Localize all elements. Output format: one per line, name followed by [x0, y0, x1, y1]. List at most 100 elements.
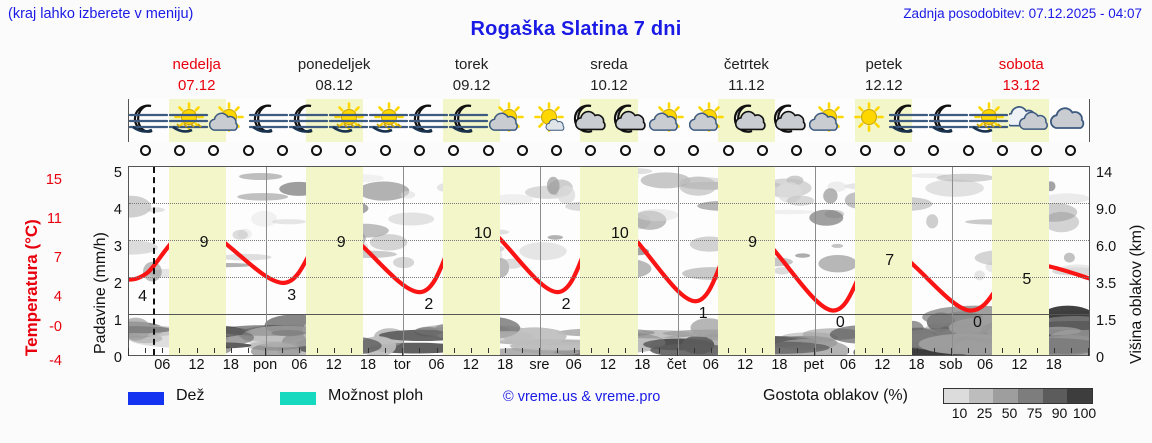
x-tick: [522, 348, 524, 353]
x-axis-label: 18: [497, 357, 514, 373]
day-column-5: petek 12.12: [815, 54, 952, 96]
x-tick: [162, 348, 164, 353]
x-axis-label: 06: [154, 357, 171, 373]
weather-icon-moon-windy: [408, 100, 449, 141]
cloud-density-tick-3: 75: [1026, 405, 1043, 421]
hour-marker-dot: [516, 145, 528, 156]
x-tick: [265, 348, 267, 356]
x-axis-label: čet: [666, 357, 687, 373]
temperature-tick-4: -0: [49, 319, 62, 335]
x-axis-label: sre: [529, 357, 550, 373]
hour-marker-dot: [996, 145, 1008, 156]
x-tick: [145, 348, 147, 353]
x-axis-label: 06: [428, 357, 445, 373]
x-tick: [419, 348, 421, 353]
showers-legend-label: Možnost ploh: [328, 387, 424, 404]
x-axis-label: 06: [291, 357, 308, 373]
x-axis-ticks: [128, 348, 1090, 357]
precipitation-tick-0: 5: [113, 165, 122, 181]
x-tick: [676, 348, 678, 356]
weather-icon-moon-windy: [248, 100, 289, 141]
temperature-tick-0: 15: [45, 172, 62, 188]
x-tick: [1036, 348, 1038, 353]
day-name: četrtek: [723, 56, 769, 73]
temperature-value-label: 9: [748, 233, 757, 251]
daylight-band: [717, 167, 775, 355]
x-tick: [813, 348, 815, 356]
x-tick: [539, 348, 541, 356]
weather-icon-cloud: [1049, 100, 1089, 141]
temperature-value-label: 1: [698, 305, 708, 323]
temperature-tick-2: 7: [53, 250, 62, 266]
x-axis-label: 18: [1045, 357, 1062, 373]
x-tick: [608, 348, 609, 353]
temperature-axis-title: Temperatura (°C): [2, 168, 41, 358]
x-tick: [196, 348, 198, 353]
x-tick: [1053, 348, 1055, 353]
day-column-4: četrtek 11.12: [678, 54, 815, 96]
day-column-6: sobota 13.12: [953, 54, 1090, 96]
day-column-3: sreda 10.12: [540, 54, 677, 96]
day-separator: [951, 167, 953, 355]
grid-line-h: [129, 203, 1089, 204]
hour-marker-dot: [448, 145, 460, 156]
cloud-height-tick-0: 14: [1096, 165, 1113, 181]
precipitation-tick-4: 1: [113, 313, 122, 329]
showers-swatch: [280, 392, 316, 405]
x-tick: [350, 348, 352, 353]
x-tick: [282, 348, 284, 353]
hour-marker-row: [128, 144, 1090, 158]
day-name: ponedeljek: [297, 56, 371, 73]
x-axis-label: 18: [222, 357, 239, 373]
copyright-text[interactable]: © vreme.us & vreme.pro: [503, 389, 661, 405]
daylight-band: [306, 167, 364, 355]
x-tick: [453, 348, 455, 353]
legend: Dež Možnost ploh © vreme.us & vreme.pro …: [128, 386, 1138, 426]
daylight-band: [580, 167, 638, 355]
daylight-band: [991, 167, 1049, 355]
x-tick: [916, 348, 918, 353]
x-tick: [248, 348, 249, 353]
weather-icon-sun-cloud: [648, 100, 689, 141]
weather-icon-moon-cloud: [609, 100, 649, 141]
x-axis-label: pet: [803, 357, 824, 373]
temperature-value-label: 10: [611, 224, 629, 242]
weather-icon-moon-cloud: [569, 100, 609, 141]
temperature-tick-5: -4: [49, 353, 62, 369]
x-tick: [1019, 348, 1021, 353]
temperature-value-label: 2: [561, 296, 571, 314]
cloud-density-legend-label: Gostota oblakov (%): [763, 387, 908, 404]
x-tick: [968, 348, 969, 353]
weather-icon-sun: [849, 100, 889, 141]
x-tick: [659, 348, 661, 353]
weather-icon-sun-cloud: [688, 100, 729, 141]
location-menu-note: (kraj lahko izberete v meniju): [8, 6, 194, 22]
x-tick: [128, 348, 129, 356]
day-date: 12.12: [865, 77, 903, 94]
day-column-0: nedelja 07.12: [128, 54, 265, 96]
cloud-density-step-5: [1067, 389, 1093, 403]
x-tick: [848, 348, 849, 353]
day-header-row: nedelja 07.12 ponedeljek 08.12 torek 09.12 sre…: [128, 54, 1090, 96]
x-axis-label: 12: [737, 357, 754, 373]
forecast-plot: 4 9 3 9 2 10 2 10 1 9 0 7 0 5: [128, 166, 1090, 356]
zero-line: [129, 314, 1089, 315]
x-tick: [230, 348, 232, 353]
cloud-density-tick-1: 25: [976, 405, 993, 421]
hour-marker-dot: [791, 145, 803, 156]
x-tick: [402, 348, 404, 356]
x-tick: [985, 348, 987, 353]
day-separator: [677, 167, 679, 355]
temperature-value-label: 7: [885, 252, 895, 270]
x-tick: [470, 348, 472, 353]
cloud-density-tick-0: 10: [951, 405, 968, 421]
temperature-value-label: 0: [973, 314, 982, 332]
weather-icon-band: [128, 99, 1090, 142]
hour-marker-dot: [276, 145, 288, 156]
hour-marker-dot: [859, 145, 871, 156]
weather-icon-sun-cloud-small: [529, 100, 569, 141]
weather-icon-moon-windy: [928, 100, 969, 141]
hour-marker-dot: [173, 145, 185, 156]
day-date: 10.12: [590, 77, 628, 94]
cloud-height-tick-4: 1.5: [1096, 313, 1117, 329]
